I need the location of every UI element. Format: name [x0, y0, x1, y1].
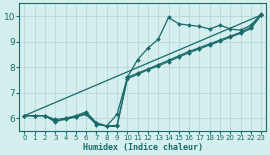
X-axis label: Humidex (Indice chaleur): Humidex (Indice chaleur)	[83, 143, 203, 152]
